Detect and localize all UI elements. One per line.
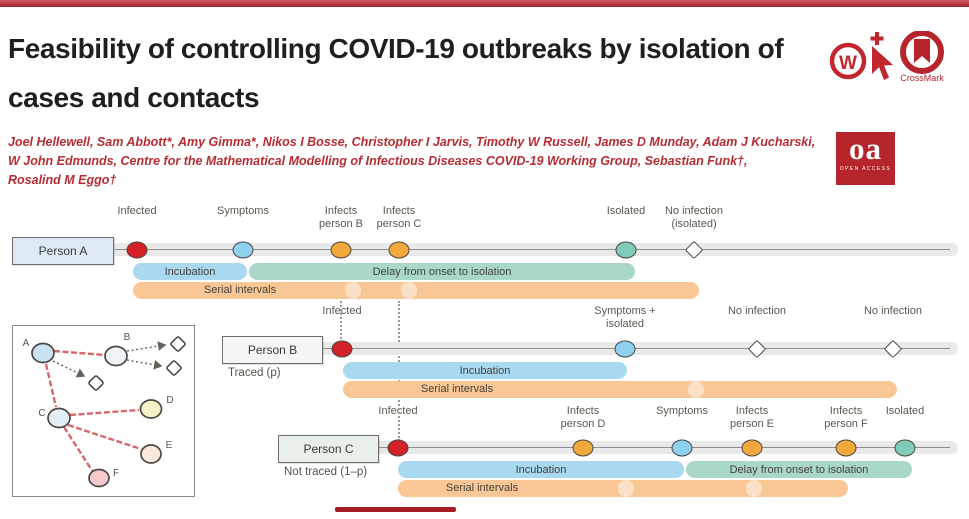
serial-intervals-pill-label: Serial intervals [445, 482, 519, 494]
symptoms-marker [232, 241, 254, 259]
person-c-sublabel: Not traced (1–p) [284, 466, 368, 478]
infects-person-f-marker [835, 439, 857, 457]
node-label-c: C [38, 408, 45, 419]
serial-fade [688, 381, 704, 398]
infected-marker [331, 340, 353, 358]
isolated-marker [894, 439, 916, 457]
serial-intervals-pill: Serial intervals [398, 480, 848, 497]
person-b-sublabel: Traced (p) [228, 367, 281, 379]
transmission-edges [44, 349, 142, 473]
timeline-track-person-b [321, 342, 958, 355]
infects-person-c-marker [388, 241, 410, 259]
event-label-infects-person-f: Infects person F [824, 405, 868, 430]
serial-intervals-pill-label: Serial intervals [203, 284, 277, 296]
event-label-no-infection: No infection [863, 305, 923, 317]
serial-intervals-pill-label: Serial intervals [420, 383, 494, 395]
network-node-a [31, 342, 55, 364]
event-label-infects-person-d: Infects person D [560, 405, 606, 430]
node-label-a: A [23, 338, 30, 349]
node-label-f: F [113, 468, 119, 479]
person-c-box: Person C [278, 435, 379, 463]
delay-pill-label: Delay from onset to isolation [729, 463, 869, 476]
incubation-pill: Incubation [133, 263, 247, 280]
event-label-isolated: Isolated [606, 205, 646, 217]
bookmark-icon [914, 39, 930, 63]
oa-subtext: OPEN ACCESS [839, 166, 892, 172]
plus-icon [870, 32, 884, 45]
event-label-symptoms: Symptoms [656, 405, 708, 417]
contact-network-diagram: A B C D E F [23, 332, 186, 488]
event-label-no-infection: No infection [727, 305, 787, 317]
timeline-track-person-c [377, 441, 958, 454]
event-label-infected: Infected [117, 205, 157, 217]
w-letter: W [839, 53, 857, 74]
delay-pill: Delay from onset to isolation [249, 263, 635, 280]
web-extra-icon[interactable]: W [828, 30, 898, 88]
incubation-pill: Incubation [398, 461, 684, 478]
incubation-pill-label: Incubation [459, 364, 511, 377]
infects-person-d-marker [572, 439, 594, 457]
network-node-b [104, 345, 128, 367]
averted-diamond [170, 336, 186, 352]
node-label-d: D [166, 395, 173, 406]
transmission-connector-a-to-b [340, 301, 342, 343]
network-node-e [140, 444, 162, 464]
infects-person-b-marker [330, 241, 352, 259]
event-label-symptoms: Symptoms [217, 205, 269, 217]
node-label-e: E [166, 440, 173, 451]
person-b-label: Person B [247, 343, 298, 357]
infects-person-e-marker [741, 439, 763, 457]
serial-fade [746, 480, 762, 497]
page-top-rule [0, 0, 969, 7]
event-label-infected: Infected [322, 305, 362, 317]
serial-intervals-pill: Serial intervals [343, 381, 897, 398]
person-a-box: Person A [12, 237, 114, 265]
event-label-symptoms-isolated: Symptoms + isolated [594, 305, 656, 330]
serial-intervals-pill: Serial intervals [133, 282, 699, 299]
cursor-arrow-icon [872, 46, 893, 80]
network-node-c [47, 407, 71, 429]
person-c-label: Person C [303, 442, 354, 456]
person-a-label: Person A [38, 244, 88, 258]
event-label-infects-person-c: Infects person C [376, 205, 422, 230]
incubation-pill-label: Incubation [164, 265, 216, 278]
serial-fade [401, 282, 417, 299]
bottom-red-bar [335, 507, 456, 512]
symptoms-marker [671, 439, 693, 457]
network-node-f [88, 468, 110, 488]
crossmark-icon[interactable] [897, 31, 947, 75]
averted-diamond [88, 375, 104, 391]
infected-marker [387, 439, 409, 457]
event-label-no-infection-isolated: No infection (isolated) [664, 205, 724, 230]
delay-pill: Delay from onset to isolation [686, 461, 912, 478]
contact-network-inset: A B C D E F [12, 325, 195, 497]
incubation-pill-label: Incubation [515, 463, 567, 476]
person-b-box: Person B [222, 336, 323, 364]
page-title: Feasibility of controlling COVID-19 outb… [8, 33, 784, 113]
oa-text: oa [849, 131, 882, 166]
crossmark-label: CrossMark [900, 73, 944, 83]
event-label-infects-person-e: Infects person E [729, 405, 775, 430]
event-label-isolated: Isolated [885, 405, 925, 417]
delay-pill-label: Delay from onset to isolation [372, 265, 512, 278]
symptoms-isolated-marker [614, 340, 636, 358]
incubation-pill: Incubation [343, 362, 627, 379]
open-access-badge[interactable]: oa OPEN ACCESS [836, 132, 895, 185]
node-label-b: B [124, 332, 131, 343]
serial-fade [618, 480, 634, 497]
serial-fade [345, 282, 361, 299]
averted-diamond [166, 360, 182, 376]
averted-infection-arrows [52, 341, 167, 378]
timeline-track-person-a [113, 243, 958, 256]
author-list: Joel Hellewell, Sam Abbott*, Amy Gimma*,… [8, 135, 816, 187]
isolated-marker [615, 241, 637, 259]
event-label-infects-person-b: Infects person B [318, 205, 364, 230]
network-node-d [139, 399, 163, 419]
infected-marker [126, 241, 148, 259]
